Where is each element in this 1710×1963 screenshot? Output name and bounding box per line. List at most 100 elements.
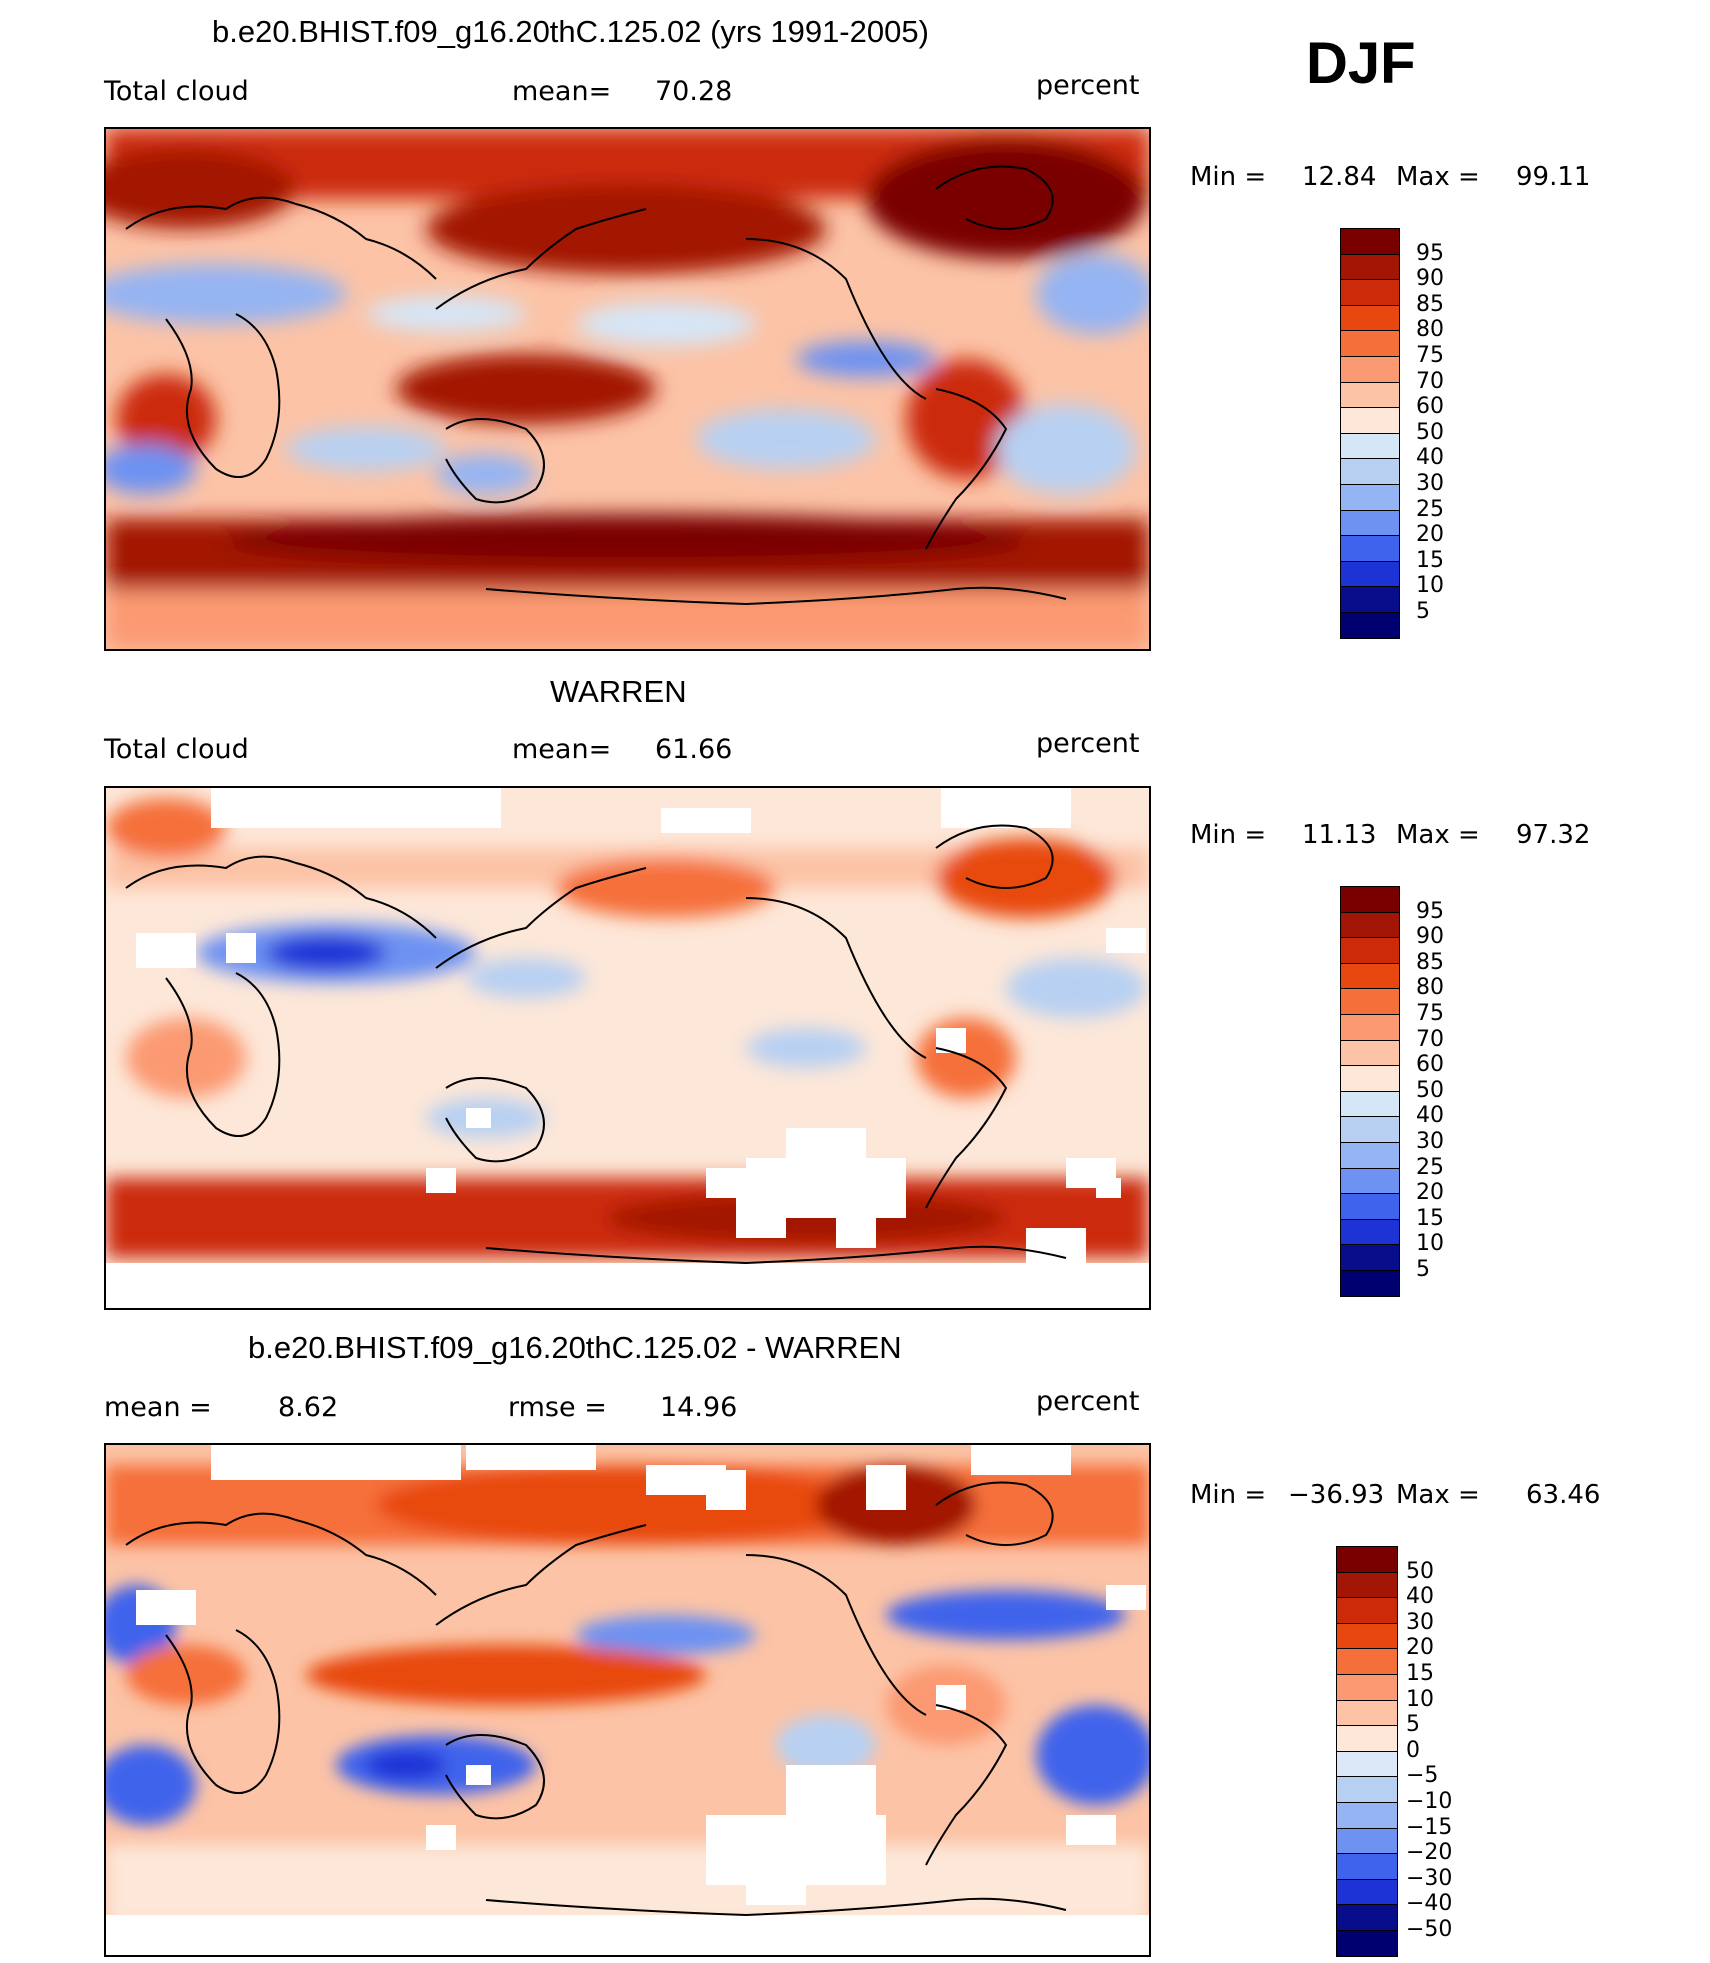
panel1-units: percent [1036,70,1140,101]
colorbar-swatch [1340,988,1400,1015]
panel2-max-value: 97.32 [1516,820,1591,850]
colorbar-tick-label: 15 [1416,1205,1444,1231]
panel2-colorbar: 95 90 85 80 75 70 60 50 40 30 25 20 15 10 5 [1340,886,1480,1297]
colorbar-swatch [1336,1904,1398,1931]
colorbar-tick-label: 20 [1416,522,1444,548]
colorbar-swatch [1336,1725,1398,1752]
season-label: DJF [1306,31,1416,96]
colorbar-swatch [1340,1039,1400,1067]
panel3-title: b.e20.BHIST.f09_g16.20thC.125.02 - WARRE… [248,1330,902,1365]
colorbar-tick-label: 70 [1416,1026,1444,1052]
colorbar-tick-label: 20 [1416,1180,1444,1206]
colorbar-swatch [1340,1065,1400,1092]
colorbar-swatch [1340,962,1400,990]
colorbar-tick-label: 90 [1416,924,1444,950]
colorbar-swatch [1340,1270,1400,1297]
colorbar-tick-label: 85 [1416,949,1444,975]
colorbar-tick-label: 30 [1406,1609,1434,1635]
panel3-min-label: Min = [1190,1480,1267,1510]
colorbar-swatch [1340,1090,1400,1118]
panel1-max-label: Max = [1396,162,1480,192]
panel3-rmse-value: 14.96 [660,1392,738,1423]
colorbar-tick-label: 0 [1406,1737,1420,1763]
colorbar-tick-label: 85 [1416,291,1444,317]
colorbar-swatch [1336,1853,1398,1880]
colorbar-swatch [1336,1776,1398,1803]
colorbar-tick-label: 40 [1406,1584,1434,1610]
colorbar-swatch [1336,1878,1398,1906]
colorbar-swatch [1340,279,1400,306]
colorbar-swatch [1340,407,1400,434]
colorbar-tick-label: 30 [1416,1129,1444,1154]
panel1-colorbar: 95 90 85 80 75 70 60 50 40 30 25 20 15 10 5 [1340,228,1480,639]
panel3-rmse-label: rmse = [508,1392,607,1423]
colorbar-swatch [1340,937,1400,964]
colorbar-tick-label: 60 [1416,1052,1444,1078]
colorbar-swatch [1336,1648,1398,1675]
colorbar-swatch [1336,1571,1398,1599]
panel3-units: percent [1036,1386,1140,1417]
panel3-max-value: 63.46 [1526,1480,1601,1510]
colorbar-swatch [1340,253,1400,281]
colorbar-tick-label: −50 [1406,1917,1453,1942]
colorbar-swatch [1336,1674,1398,1701]
colorbar-swatch [1340,1218,1400,1246]
panel1-max-value: 99.11 [1516,162,1591,192]
colorbar-swatch [1340,484,1400,511]
colorbar-tick-label: 50 [1406,1558,1434,1584]
colorbar-tick-label: 10 [1416,1231,1444,1257]
colorbar-tick-label: 20 [1406,1635,1434,1661]
panel2-mean-label: mean= [512,734,612,765]
panel3-min-value: −36.93 [1288,1480,1385,1510]
colorbar-tick-label: 70 [1416,368,1444,394]
colorbar-tick-label: 60 [1416,394,1444,420]
colorbar-tick-label: 90 [1416,266,1444,292]
panel2-variable-label: Total cloud [104,734,249,765]
colorbar-swatch [1340,509,1400,537]
colorbar-tick-label: 5 [1406,1712,1420,1738]
colorbar-tick-label: 40 [1416,1103,1444,1129]
colorbar-swatch [1340,1167,1400,1195]
colorbar-tick-label: −40 [1406,1891,1453,1917]
panel1-min-label: Min = [1190,162,1267,192]
colorbar-tick-label: −5 [1406,1763,1439,1789]
colorbar-tick-label: 80 [1416,317,1444,343]
panel3-mean-label: mean = [104,1392,212,1423]
panel1-map [104,127,1151,651]
panel2-min-label: Min = [1190,820,1267,850]
panel1-variable-label: Total cloud [104,76,249,107]
colorbar-swatch [1340,886,1400,913]
colorbar-swatch [1336,1827,1398,1855]
colorbar-tick-label: −20 [1406,1840,1453,1866]
colorbar-tick-label: 5 [1416,1257,1430,1282]
colorbar-tick-label: 50 [1416,1077,1444,1103]
colorbar-tick-label: 30 [1416,471,1444,496]
colorbar-tick-label: 15 [1406,1661,1434,1686]
colorbar-swatch [1336,1699,1398,1727]
colorbar-tick-label: −15 [1406,1814,1453,1840]
colorbar-tick-label: 80 [1416,975,1444,1001]
panel1-mean-label: mean= [512,76,612,107]
colorbar-tick-label: −10 [1406,1789,1453,1814]
colorbar-swatch [1340,586,1400,613]
colorbar-swatch [1340,356,1400,383]
panel2-units: percent [1036,728,1140,759]
colorbar-tick-label: 75 [1416,343,1444,368]
colorbar-swatch [1340,228,1400,255]
panel3-mean-value: 8.62 [278,1392,339,1423]
panel2-map [104,786,1151,1310]
colorbar-tick-label: 50 [1416,419,1444,445]
colorbar-swatch [1340,535,1400,562]
colorbar-tick-label: 95 [1416,240,1444,266]
colorbar-swatch [1340,911,1400,939]
colorbar-swatch [1336,1622,1398,1650]
colorbar-swatch [1336,1597,1398,1624]
panel1-mean-value: 70.28 [655,76,733,107]
colorbar-tick-label: 10 [1406,1686,1434,1712]
colorbar-swatch [1340,381,1400,409]
colorbar-swatch [1340,1116,1400,1143]
colorbar-swatch [1340,1142,1400,1169]
colorbar-swatch [1340,1244,1400,1271]
colorbar-swatch [1340,330,1400,357]
colorbar-tick-label: −30 [1406,1865,1453,1891]
